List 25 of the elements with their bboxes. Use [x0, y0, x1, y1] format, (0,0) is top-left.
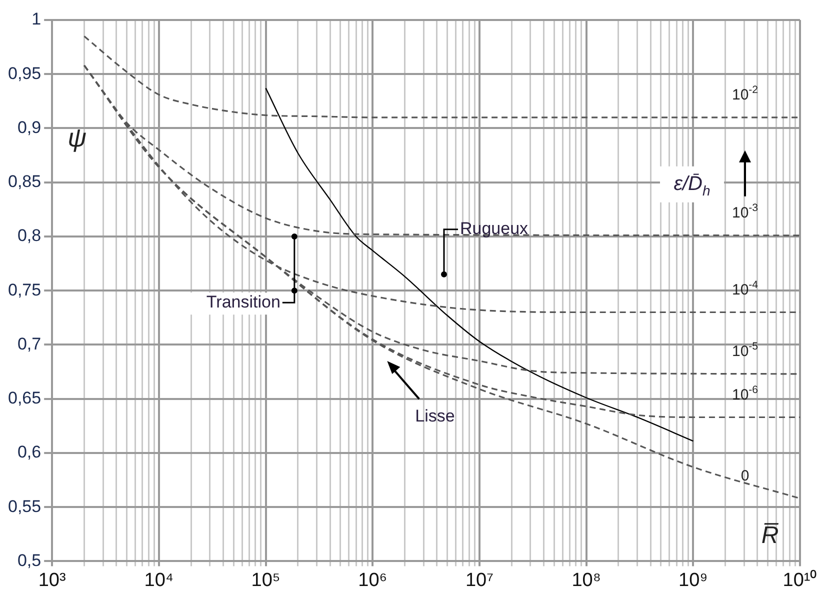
y-tick-label: 0,8: [17, 226, 42, 246]
y-tick-label: 0,55: [8, 496, 42, 516]
x-tick-label: 10⁹: [678, 570, 708, 591]
y-tick-label: 0,5: [17, 550, 42, 570]
y-tick-label: 0,6: [17, 442, 42, 462]
x-tick-label: 10⁵: [251, 570, 280, 591]
y-tick-label: 0,75: [8, 280, 42, 300]
annotation: Rugueux: [460, 219, 529, 238]
y-axis-title: ψ: [68, 122, 87, 152]
y-tick-label: 0,65: [8, 388, 42, 408]
x-axis-title: R̅: [761, 522, 780, 549]
series-label: 0: [740, 468, 750, 485]
y-tick-label: 0,95: [8, 64, 42, 83]
y-tick-label: 0,9: [17, 118, 42, 137]
x-tick-label: 10⁸: [572, 570, 601, 591]
y-tick-label: 0,85: [8, 172, 42, 192]
x-tick-label: 10³: [38, 570, 66, 591]
x-tick-label: 10⁶: [358, 570, 388, 591]
annotation: Transition: [206, 292, 280, 312]
x-tick-label: 10¹⁰: [782, 568, 818, 591]
y-tick-label: 1: [32, 10, 42, 29]
x-tick-label: 10⁷: [465, 570, 494, 591]
y-tick-label: 0,7: [17, 334, 42, 354]
x-tick-label: 10⁴: [144, 570, 174, 591]
annotation: Lisse: [415, 406, 455, 426]
